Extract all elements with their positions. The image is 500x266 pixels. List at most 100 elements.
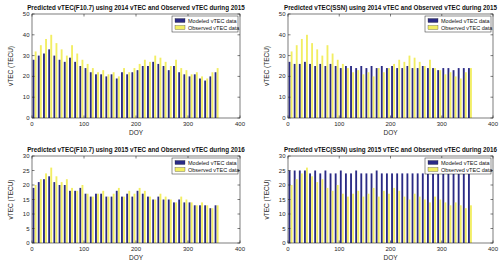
title: Predicted vTEC(SSN) using 2014 vTEC and …: [284, 4, 497, 12]
bars: [289, 35, 472, 118]
bar: [170, 200, 172, 244]
bar: [199, 78, 201, 118]
bar: [447, 173, 449, 243]
bar: [56, 176, 58, 243]
x-tick: [136, 116, 137, 119]
bar: [194, 74, 196, 118]
bar: [468, 68, 470, 118]
bar: [79, 188, 81, 243]
x-tick-label: 200: [385, 121, 396, 127]
bar: [87, 194, 89, 243]
bar: [465, 72, 467, 118]
x-axis-label: DOY: [129, 129, 144, 136]
x-tick: [288, 156, 289, 159]
bar: [206, 78, 208, 118]
bar: [53, 56, 55, 118]
bar: [48, 176, 50, 243]
x-tick-label: 0: [30, 246, 34, 252]
x-tick-label: 100: [334, 121, 345, 127]
x-tick-label: 400: [488, 246, 499, 252]
bar: [48, 49, 50, 118]
y-tick: [288, 185, 291, 186]
legend-swatch: [428, 26, 438, 30]
bar: [327, 188, 329, 243]
bar: [401, 173, 403, 243]
bar: [432, 173, 434, 243]
bar: [90, 197, 92, 243]
y-tick: [32, 199, 35, 200]
bar: [180, 68, 182, 118]
legend-swatch: [428, 168, 438, 172]
bar: [414, 58, 416, 118]
bar: [437, 173, 439, 243]
legend-swatch: [428, 19, 438, 23]
bar: [111, 197, 113, 243]
x-tick: [32, 116, 33, 119]
bar: [152, 200, 154, 244]
x-tick: [32, 241, 33, 244]
y-tick: [32, 170, 35, 171]
bar: [113, 194, 115, 243]
bar: [439, 70, 441, 118]
bar: [365, 68, 367, 118]
bar: [352, 72, 354, 118]
bar: [393, 64, 395, 118]
bar: [82, 60, 84, 118]
y-tick-label: 20: [279, 73, 286, 79]
bar: [383, 191, 385, 243]
bar: [194, 205, 196, 243]
y-tick: [491, 14, 494, 15]
bar: [381, 173, 383, 243]
bar: [419, 62, 421, 118]
y-tick: [288, 170, 291, 171]
x-tick: [32, 14, 33, 17]
bar: [137, 70, 139, 118]
bar: [131, 197, 133, 243]
y-tick: [288, 97, 291, 98]
bar: [50, 35, 52, 118]
x-tick-label: 0: [30, 121, 34, 127]
bar: [383, 72, 385, 118]
y-tick: [491, 185, 494, 186]
legend-label: Observed vTEC data: [188, 167, 240, 173]
bars: [289, 168, 472, 243]
bar: [340, 68, 342, 118]
bar: [186, 200, 188, 244]
bar: [121, 197, 123, 243]
bar: [215, 205, 217, 243]
bar: [373, 76, 375, 118]
bar: [76, 191, 78, 243]
bar: [365, 173, 367, 243]
bar: [76, 54, 78, 118]
bar: [396, 68, 398, 118]
bar: [386, 173, 388, 243]
bar: [301, 173, 303, 243]
y-tick: [491, 228, 494, 229]
y-tick: [32, 185, 35, 186]
bar: [311, 176, 313, 243]
bar: [378, 68, 380, 118]
y-tick-label: 10: [279, 211, 286, 217]
plot-area: [32, 156, 240, 243]
bar: [296, 179, 298, 243]
bar: [134, 68, 136, 118]
bar: [173, 202, 175, 243]
x-tick: [136, 14, 137, 17]
legend-label: Modeled vTEC data: [441, 160, 491, 166]
bar: [111, 74, 113, 118]
y-tick-label: 30: [23, 153, 30, 159]
x-tick: [493, 241, 494, 244]
bar: [92, 197, 94, 243]
x-tick: [136, 241, 137, 244]
bar: [183, 202, 185, 243]
bar: [450, 205, 452, 243]
bar: [319, 64, 321, 118]
y-tick-label: 0: [282, 240, 286, 246]
bar: [373, 188, 375, 243]
x-tick-label: 0: [286, 246, 290, 252]
y-tick: [288, 118, 291, 119]
y-tick: [288, 228, 291, 229]
legend-swatch: [175, 26, 185, 30]
bar: [123, 68, 125, 118]
bar: [66, 56, 68, 118]
